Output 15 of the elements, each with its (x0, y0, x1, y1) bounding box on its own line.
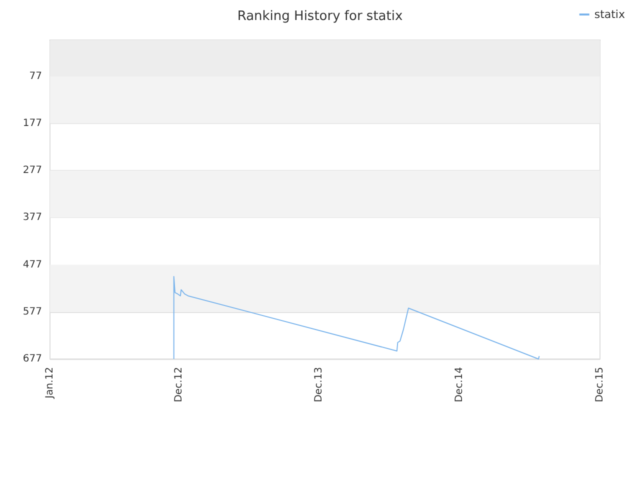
y-tick-label: 377 (22, 212, 42, 224)
x-tick-label: Dec.15 (594, 367, 606, 402)
line-series (173, 276, 540, 360)
y-tick-label: 277 (22, 165, 42, 176)
x-tick-label: Dec.12 (173, 367, 184, 402)
y-tick-label: 577 (22, 306, 42, 318)
x-tick-label: Dec.14 (454, 367, 466, 402)
y-tick-label: 77 (29, 70, 42, 82)
y-tick-label: 177 (22, 118, 42, 129)
x-tick-label: Jan.12 (44, 367, 56, 400)
legend-label: statix (594, 8, 626, 21)
y-tick-label: 477 (22, 259, 42, 270)
y-tick-label: 677 (22, 354, 42, 364)
chart-title: Ranking History for statix (237, 9, 403, 24)
x-tick-label: Dec.13 (314, 367, 325, 402)
